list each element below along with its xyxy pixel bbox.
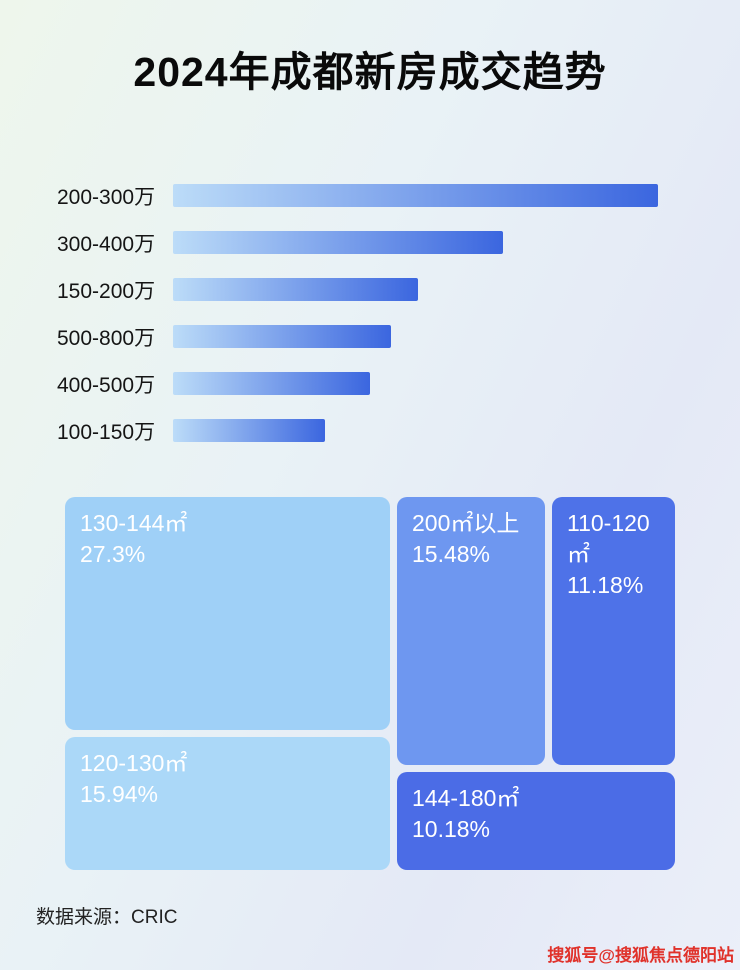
bar (173, 419, 325, 442)
bar (173, 325, 391, 348)
bar-category-label: 400-500万 (57, 373, 156, 397)
treemap-block: 120-130㎡ 15.94% (65, 737, 390, 870)
treemap-block-value: 15.94% (80, 781, 159, 808)
bar (173, 184, 658, 207)
bar-track (173, 231, 700, 254)
treemap-block-label: 144-180㎡ (412, 785, 520, 811)
watermark: 搜狐号@搜狐焦点德阳站 (547, 946, 734, 965)
bar-category-label: 100-150万 (57, 420, 156, 444)
treemap-block: 200㎡以上 15.48% (397, 497, 545, 765)
bar-row: 500-800万 (57, 325, 700, 350)
treemap-block-label: 200㎡以上 (412, 510, 520, 536)
bar (173, 372, 370, 395)
treemap-block: 130-144㎡ 27.3% (65, 497, 390, 730)
bar-chart: 200-300万 300-400万 150-200万 500-800万 400-… (0, 98, 740, 444)
bar-category-label: 150-200万 (57, 279, 156, 303)
bar-row: 400-500万 (57, 372, 700, 397)
bar-track (173, 419, 700, 442)
treemap-block-label: 120-130㎡ (80, 750, 188, 776)
bar-category-label: 300-400万 (57, 232, 156, 256)
bar (173, 278, 418, 301)
bar-row: 100-150万 (57, 419, 700, 444)
treemap-block-value: 11.18% (567, 572, 644, 599)
bar-row: 150-200万 (57, 278, 700, 303)
bar-row: 200-300万 (57, 184, 700, 209)
bar-category-label: 500-800万 (57, 326, 156, 350)
data-source: 数据来源：CRIC (36, 907, 178, 928)
treemap-block: 110-120㎡ 11.18% (552, 497, 675, 765)
treemap-block-label: 130-144㎡ (80, 510, 188, 536)
bar-track (173, 372, 700, 395)
treemap-block-value: 10.18% (412, 816, 491, 843)
bar-category-label: 200-300万 (57, 185, 156, 209)
bar-track (173, 325, 700, 348)
treemap: 130-144㎡ 27.3% 200㎡以上 15.48% 110-120㎡ 11… (65, 497, 675, 872)
bar-track (173, 278, 700, 301)
treemap-block-label: 110-120㎡ (567, 510, 650, 568)
treemap-block-value: 15.48% (412, 541, 491, 568)
bar-track (173, 184, 700, 207)
bar (173, 231, 503, 254)
treemap-block-value: 27.3% (80, 541, 146, 568)
treemap-block: 144-180㎡ 10.18% (397, 772, 675, 870)
page-title: 2024年成都新房成交趋势 (133, 49, 607, 95)
bar-row: 300-400万 (57, 231, 700, 256)
